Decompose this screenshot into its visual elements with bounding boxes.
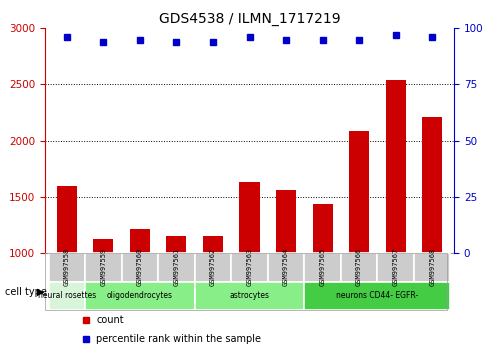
Bar: [312, 204, 333, 354]
Bar: [48, 281, 85, 310]
Text: GSM997568: GSM997568: [429, 248, 435, 286]
Text: GSM997558: GSM997558: [64, 248, 70, 286]
Text: percentile rank within the sample: percentile rank within the sample: [96, 334, 261, 344]
Bar: [268, 253, 304, 281]
Bar: [195, 253, 231, 281]
Bar: [240, 182, 259, 354]
Bar: [195, 281, 304, 310]
Bar: [130, 229, 150, 354]
Text: GSM997567: GSM997567: [393, 248, 399, 286]
Bar: [166, 235, 187, 354]
Text: ▶: ▶: [37, 287, 45, 297]
Bar: [48, 253, 85, 281]
Bar: [386, 80, 406, 354]
Bar: [122, 253, 158, 281]
Text: GSM997561: GSM997561: [174, 248, 180, 286]
Text: cell type: cell type: [5, 287, 47, 297]
Text: GSM997565: GSM997565: [319, 248, 325, 286]
Bar: [349, 131, 369, 354]
Bar: [93, 240, 113, 354]
Text: GSM997566: GSM997566: [356, 248, 362, 286]
Text: count: count: [96, 315, 124, 325]
Text: neural rosettes: neural rosettes: [38, 291, 96, 300]
Text: GSM997562: GSM997562: [210, 248, 216, 286]
Bar: [422, 117, 442, 354]
Text: astrocytes: astrocytes: [230, 291, 269, 300]
Bar: [276, 189, 296, 354]
Text: GSM997559: GSM997559: [100, 248, 106, 286]
Bar: [57, 185, 77, 354]
Text: neurons CD44- EGFR-: neurons CD44- EGFR-: [336, 291, 419, 300]
Text: GSM997560: GSM997560: [137, 248, 143, 286]
Text: GSM997564: GSM997564: [283, 248, 289, 286]
Bar: [304, 281, 451, 310]
Title: GDS4538 / ILMN_1717219: GDS4538 / ILMN_1717219: [159, 12, 340, 26]
Bar: [203, 236, 223, 354]
Bar: [85, 281, 195, 310]
Text: GSM997563: GSM997563: [247, 248, 252, 286]
Bar: [231, 253, 268, 281]
Bar: [85, 253, 122, 281]
Text: oligodendrocytes: oligodendrocytes: [107, 291, 173, 300]
Bar: [304, 253, 341, 281]
Bar: [158, 253, 195, 281]
Bar: [414, 253, 451, 281]
Bar: [377, 253, 414, 281]
Bar: [341, 253, 377, 281]
